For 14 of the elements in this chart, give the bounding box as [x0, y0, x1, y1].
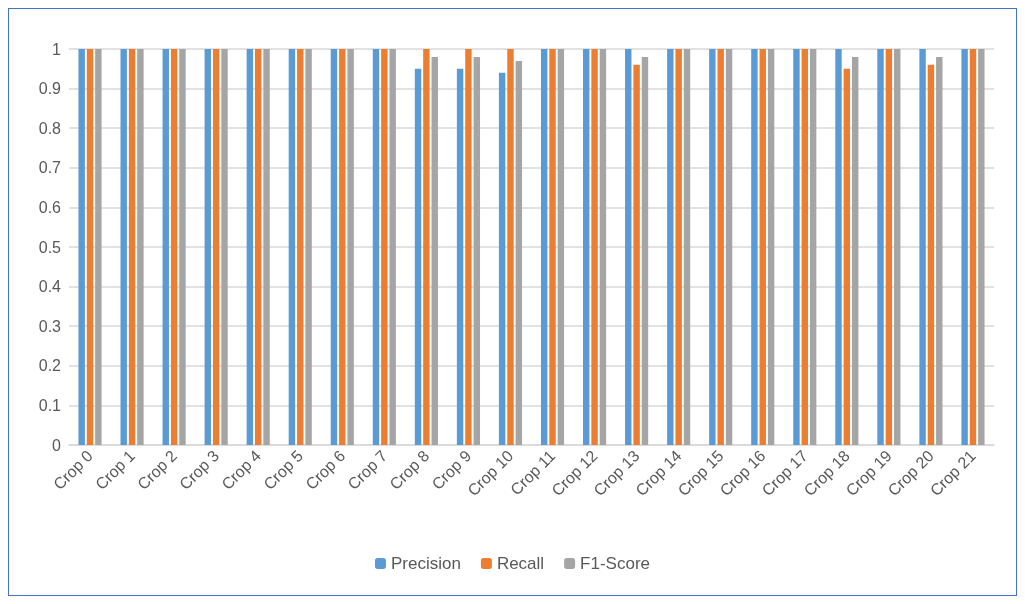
y-tick-label: 0.1 — [38, 396, 62, 414]
legend-label: Recall — [496, 554, 545, 573]
y-tick-label: 0.8 — [38, 119, 62, 137]
y-tick-label: 0.7 — [38, 159, 62, 177]
y-tick-label: 1 — [52, 40, 62, 58]
y-tick-label: 0.5 — [38, 238, 62, 256]
legend-label: F1-Score — [580, 554, 651, 573]
y-tick-label: 0.3 — [38, 317, 62, 335]
y-tick-label: 0.4 — [38, 278, 62, 296]
y-tick-label: 0.2 — [38, 357, 62, 375]
y-tick-label: 0.9 — [38, 80, 62, 98]
legend-label: Precision — [390, 554, 461, 573]
y-tick-label: 0.6 — [38, 198, 62, 216]
y-tick-label: 0 — [52, 436, 62, 454]
